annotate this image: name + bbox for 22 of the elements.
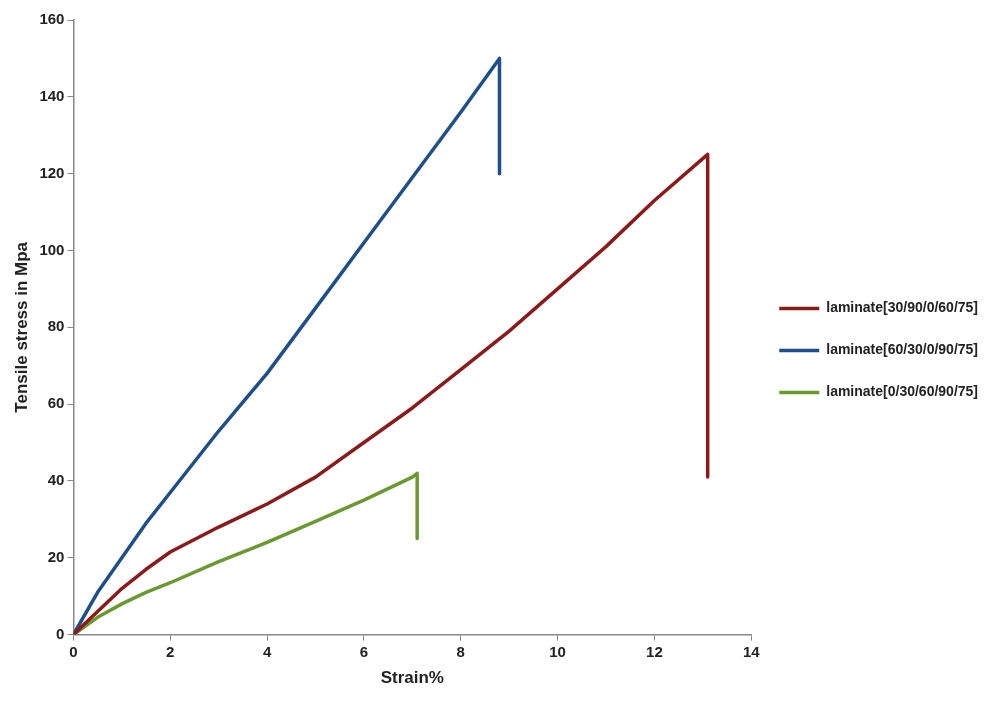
x-tick-label: 4 (262, 642, 272, 660)
legend-label: laminate[30/90/0/60/75] (826, 299, 979, 316)
x-tick-label: 14 (742, 642, 761, 660)
x-axis-title: Strain% (380, 668, 444, 688)
y-tick-label: 100 (39, 240, 65, 258)
x-tick-label: 10 (549, 642, 566, 660)
y-tick-label: 160 (39, 10, 65, 28)
y-tick-label: 120 (39, 163, 65, 181)
y-tick-label: 0 (56, 624, 65, 642)
y-tick-label: 20 (47, 547, 65, 565)
x-tick-label: 8 (456, 642, 465, 660)
y-tick-label: 60 (47, 394, 65, 412)
y-tick-label: 80 (47, 317, 65, 335)
legend-label: laminate[0/30/60/90/75] (826, 383, 979, 400)
y-tick-label: 140 (39, 86, 65, 104)
legend-label: laminate[60/30/0/90/75] (826, 341, 979, 358)
y-axis-title: Tensile stress in Mpa (11, 241, 31, 413)
x-tick-label: 0 (69, 642, 78, 660)
x-tick-label: 12 (646, 642, 663, 660)
y-tick-label: 40 (47, 471, 65, 489)
x-tick-label: 6 (359, 642, 369, 660)
x-tick-label: 2 (166, 642, 175, 660)
